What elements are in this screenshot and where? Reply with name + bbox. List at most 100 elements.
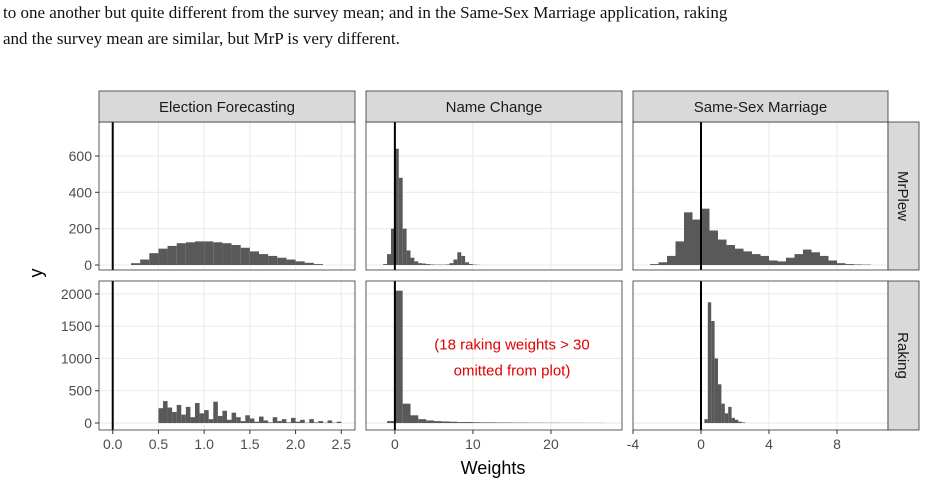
histogram-bar [741,422,746,424]
histogram-bar [254,421,259,424]
histogram-bar [295,261,305,266]
x-tick-label: 20 [543,436,559,452]
histogram-bar [394,290,403,424]
histogram-bar [707,302,712,424]
histogram-bar [195,241,205,266]
histogram-bar [318,421,323,424]
histogram-bar [231,412,237,424]
panel-border [365,280,623,431]
histogram-bar [724,413,729,424]
y-tick-label: 1500 [61,318,92,334]
histogram-bar [667,255,676,266]
x-tick-label: 0 [391,436,399,452]
histogram-bar [658,262,667,266]
x-tick-label: 4 [765,436,773,452]
histogram-bar [472,422,481,424]
panel-background [366,122,622,270]
histogram-bar [711,321,715,424]
row-strip [887,280,920,431]
panel-background [99,281,355,430]
histogram-bar [213,401,218,424]
histogram-bar [259,254,269,266]
histogram-bar [300,419,305,424]
histogram-bar [402,228,407,266]
y-tick-label: 400 [69,184,93,200]
histogram-bar [217,415,223,424]
histogram-bar [236,417,241,424]
histogram-bar [426,420,434,424]
histogram-bar [786,257,795,266]
histogram-bar [245,415,250,424]
histogram-bar [259,416,264,424]
y-axis-title: y [26,269,46,278]
histogram-bar [811,252,820,266]
histogram-bar [387,421,395,424]
histogram-bar [291,417,296,424]
histogram-bar [406,250,411,266]
histogram-bar [718,239,727,266]
histogram-bar [675,241,684,266]
histogram-bar [728,406,732,424]
histogram-bar [167,407,173,424]
panel-border [98,280,356,431]
y-tick-label: 600 [69,148,93,164]
histogram-bar [268,255,278,266]
histogram-bar [240,247,250,266]
x-tick-label: 1.5 [240,436,260,452]
histogram-bar [227,419,232,424]
histogram-bar [457,422,466,424]
histogram-bar [803,249,812,266]
row-strip [887,121,920,271]
column-strip-label: Name Change [446,99,543,116]
panel-background [633,281,888,430]
histogram-bar [794,254,803,266]
x-tick-label: 2.0 [286,436,306,452]
histogram-bar [496,422,505,424]
histogram-bar [441,421,450,424]
histogram-bar [445,264,450,266]
x-tick-label: 0.5 [149,436,169,452]
panel-background [633,122,888,270]
histogram-bar [383,264,388,266]
histogram-bar [263,420,269,424]
histogram-bar [149,253,159,266]
histogram-bar [272,417,278,424]
histogram-bar [480,422,489,424]
histogram-bar [414,261,419,266]
column-strip [632,90,889,123]
histogram-bar [837,263,846,266]
histogram-bar [309,419,314,424]
histogram-bar [140,259,150,266]
histogram-bar [735,248,744,266]
histogram-bar [430,264,434,266]
histogram-bar [181,414,186,424]
histogram-bar [213,242,223,266]
histogram-bar [176,404,182,424]
histogram-bar [204,410,209,424]
histogram-bar [709,230,718,266]
histogram-bar [760,255,769,266]
histogram-bar [504,422,512,424]
histogram-bar [208,419,214,424]
histogram-bar [131,263,141,266]
paragraph-line: and the survey mean are similar, but MrP… [3,29,400,48]
histogram-bar [714,358,718,424]
histogram-bar [249,418,255,424]
histogram-bar [313,422,319,424]
histogram-bar [277,257,287,266]
histogram-bar [204,241,214,266]
histogram-bar [488,422,497,424]
column-strip [365,90,623,123]
histogram-bar [738,421,742,424]
y-tick-label: 0 [84,415,92,431]
histogram-bar [422,263,427,266]
row-strip-label: MrPlew [894,171,911,221]
histogram-bar [735,419,739,424]
histogram-bar [461,255,466,266]
histogram-bar [390,228,395,266]
column-strip [98,90,356,123]
histogram-bar [277,421,282,424]
x-tick-label: 2.5 [332,436,352,452]
